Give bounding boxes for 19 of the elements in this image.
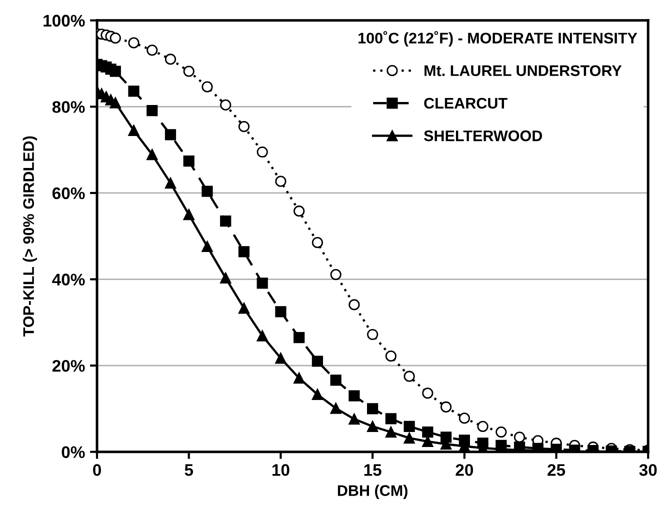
y-tick-label: 60% xyxy=(52,187,85,200)
x-tick-label: 15 xyxy=(364,464,382,476)
legend-label: SHELTERWOOD xyxy=(424,130,542,142)
x-axis-title: DBH (CM) xyxy=(338,484,408,499)
y-tick-label: 40% xyxy=(52,274,85,286)
legend-title: 100˚C (212˚F) - MODERATE INTENSITY xyxy=(358,31,638,47)
legend-label: Mt. LAUREL UNDERSTORY xyxy=(424,65,622,76)
x-tick-label: 20 xyxy=(456,464,474,476)
x-tick-label: 5 xyxy=(184,464,194,476)
x-tick-label: 0 xyxy=(93,464,101,476)
legend-label: CLEARCUT xyxy=(424,98,508,109)
x-tick-label: 30 xyxy=(639,464,657,476)
y-tick-label: 20% xyxy=(52,360,85,372)
x-tick-label: 25 xyxy=(548,464,566,476)
y-axis-title: TOP-KILL (> 90% GIRDLED) xyxy=(22,136,38,336)
y-tick-label: 100% xyxy=(44,14,85,27)
y-tick-label: 0% xyxy=(62,446,85,458)
y-tick-label: 80% xyxy=(52,101,85,113)
x-tick-label: 10 xyxy=(272,464,290,476)
